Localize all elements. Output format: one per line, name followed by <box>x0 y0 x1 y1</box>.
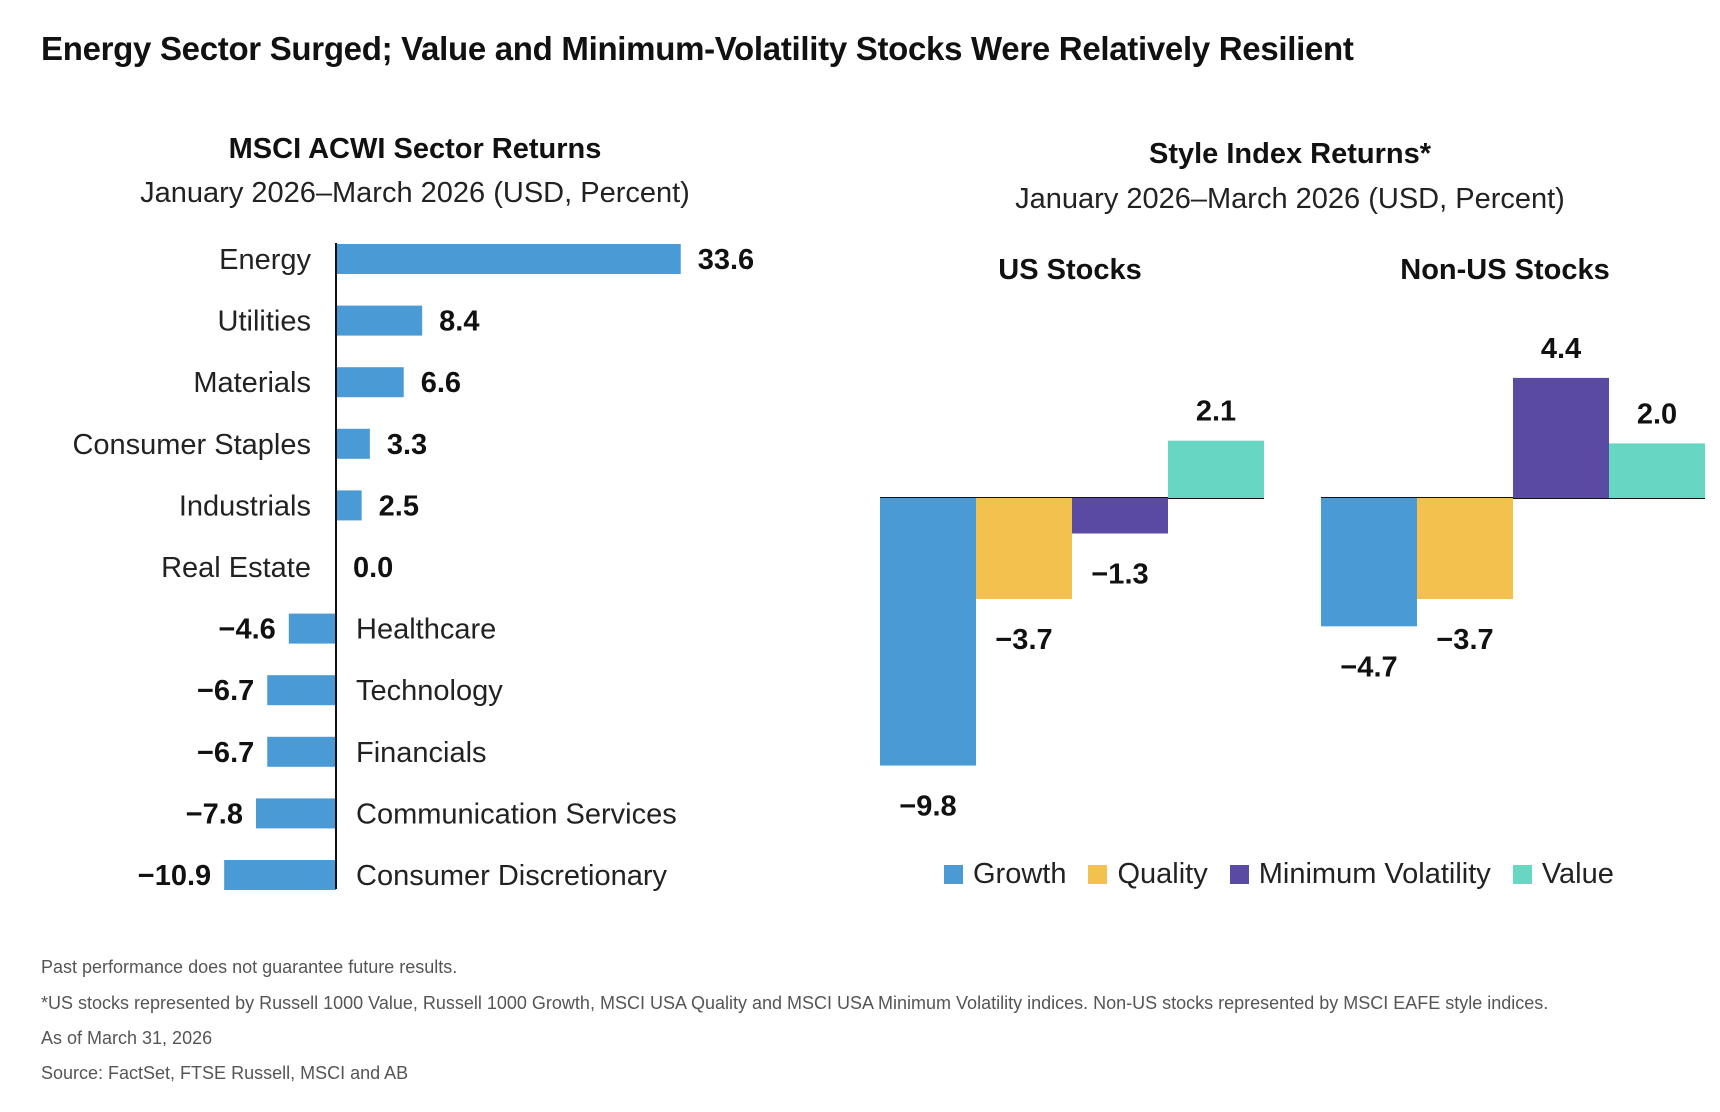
legend-label-value: Value <box>1541 858 1614 890</box>
sector-value-label: 6.6 <box>421 367 461 399</box>
sector-value-label: −6.7 <box>197 737 254 769</box>
style-bar-growth <box>1321 498 1417 627</box>
style-value-label: 2.0 <box>1637 398 1677 430</box>
footnote-as-of: As of March 31, 2026 <box>41 1028 213 1048</box>
style-bar-growth <box>880 498 976 766</box>
style-bar-quality <box>976 498 1072 600</box>
sector-bar-3 <box>336 428 370 459</box>
sector-value-label: −4.6 <box>219 614 276 646</box>
style-chart-subtitle: January 2026–March 2026 (USD, Percent) <box>1015 183 1565 215</box>
nonus-stocks-label: Non-US Stocks <box>1400 254 1610 286</box>
style-bar-minimum-volatility <box>1072 498 1168 534</box>
sector-value-label: 33.6 <box>698 244 754 276</box>
footnote-index-note: *US stocks represented by Russell 1000 V… <box>41 993 1549 1013</box>
page-title: Energy Sector Surged; Value and Minimum-… <box>41 30 1354 67</box>
sector-category-label: Energy <box>219 244 311 276</box>
legend-swatch-minvol <box>1229 865 1249 884</box>
sector-category-label: Financials <box>356 737 487 769</box>
legend-label-growth: Growth <box>973 858 1067 890</box>
legend-item-value: Value <box>1512 858 1614 891</box>
style-value-label: −4.7 <box>1340 651 1397 683</box>
sector-category-label: Consumer Staples <box>72 429 311 461</box>
sector-category-label: Technology <box>356 675 503 707</box>
sector-chart-subtitle: January 2026–March 2026 (USD, Percent) <box>140 177 690 209</box>
style-value-label: −3.7 <box>995 624 1052 656</box>
sector-category-label: Real Estate <box>161 552 311 584</box>
sector-category-label: Materials <box>193 367 311 399</box>
sector-bar-4 <box>336 490 362 521</box>
us-stocks-label: US Stocks <box>998 254 1142 286</box>
footnote-performance: Past performance does not guarantee futu… <box>41 957 458 977</box>
sector-chart-title: MSCI ACWI Sector Returns <box>228 133 602 165</box>
sector-value-label: 8.4 <box>439 306 479 338</box>
sector-value-label: −6.7 <box>197 675 254 707</box>
sector-value-label: 3.3 <box>387 429 427 461</box>
sector-category-label: Industrials <box>179 490 311 522</box>
style-value-label: 4.4 <box>1541 333 1581 365</box>
legend-item-growth: Growth <box>944 858 1066 891</box>
sector-bar-1 <box>336 305 423 336</box>
sector-bar-7 <box>267 675 336 706</box>
style-bar-minimum-volatility <box>1513 377 1609 498</box>
style-chart-title: Style Index Returns* <box>1148 138 1432 170</box>
sector-bar-10 <box>224 860 336 890</box>
style-bar-value <box>1168 440 1264 498</box>
style-bar-value <box>1609 443 1705 498</box>
legend-swatch-quality <box>1088 865 1108 884</box>
legend-label-minvol: Minimum Volatility <box>1258 858 1491 890</box>
legend-item-minvol: Minimum Volatility <box>1229 858 1491 891</box>
sector-value-label: 0.0 <box>353 552 393 584</box>
sector-bar-8 <box>267 736 336 767</box>
legend-swatch-value <box>1512 865 1532 884</box>
legend-swatch-growth <box>944 865 963 884</box>
legend-item-quality: Quality <box>1088 858 1208 891</box>
sector-bar-0 <box>336 244 681 274</box>
style-bar-quality <box>1417 498 1513 600</box>
style-value-label: −3.7 <box>1436 624 1493 656</box>
legend-label-quality: Quality <box>1117 858 1208 890</box>
sector-category-label: Utilities <box>218 306 311 338</box>
sector-category-label: Communication Services <box>356 798 677 830</box>
style-legend: Growth Quality Minimum Volatility Value <box>944 858 1636 891</box>
style-value-label: −9.8 <box>899 791 956 823</box>
sector-bar-9 <box>255 798 336 829</box>
sector-bar-6 <box>288 613 336 644</box>
sector-value-label: −10.9 <box>138 860 211 892</box>
sector-value-label: −7.8 <box>186 798 243 830</box>
sector-category-label: Consumer Discretionary <box>356 860 668 892</box>
style-value-label: 2.1 <box>1196 396 1236 428</box>
sector-bar-2 <box>336 367 404 398</box>
sector-value-label: 2.5 <box>379 490 419 522</box>
sector-category-label: Healthcare <box>356 614 496 646</box>
footnote-source: Source: FactSet, FTSE Russell, MSCI and … <box>41 1063 409 1083</box>
style-value-label: −1.3 <box>1091 558 1148 590</box>
